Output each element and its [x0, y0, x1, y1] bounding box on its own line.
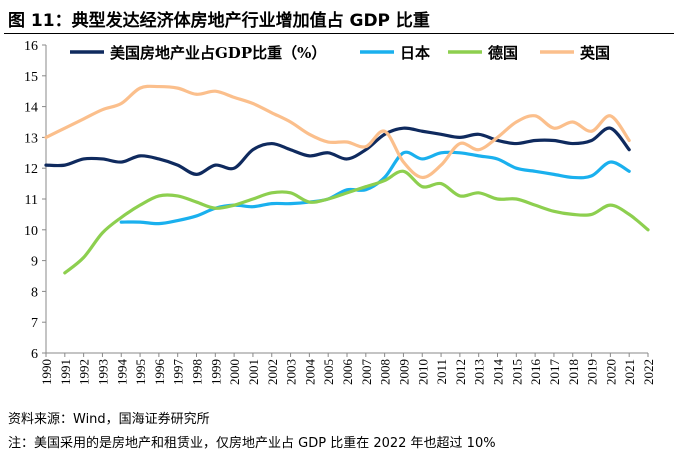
- x-tick-label: 1999: [208, 359, 223, 385]
- x-tick-label: 2015: [509, 359, 524, 385]
- x-tick-label: 1990: [39, 359, 54, 385]
- y-tick-label: 13: [24, 131, 38, 146]
- source-text: 资料来源：Wind，国海证券研究所: [8, 412, 210, 427]
- legend-label: 美国房地产业占GDP比重（%）: [110, 44, 326, 62]
- x-tick-label: 1994: [114, 359, 129, 386]
- x-tick-label: 2010: [415, 359, 430, 385]
- series-line-0: [44, 126, 631, 176]
- x-tick-label: 2020: [603, 359, 618, 385]
- legend-label: 日本: [400, 44, 430, 62]
- legend-label: 德国: [488, 44, 518, 62]
- y-tick-label: 10: [24, 224, 38, 239]
- legend-label: 英国: [580, 44, 610, 62]
- x-tick-label: 2014: [491, 359, 506, 386]
- x-tick-label: 2011: [434, 359, 449, 385]
- x-tick-label: 2019: [585, 359, 600, 385]
- title-divider: [4, 33, 674, 34]
- x-tick-label: 1995: [133, 359, 148, 385]
- series-line-3: [44, 84, 631, 180]
- x-tick-label: 1991: [58, 359, 73, 385]
- y-tick-label: 16: [24, 39, 38, 54]
- x-tick-label: 2009: [396, 359, 411, 385]
- x-tick-label: 2005: [321, 359, 336, 385]
- x-tick-label: 1996: [152, 359, 167, 386]
- x-tick-label: 1997: [171, 359, 186, 386]
- x-tick-label: 1993: [95, 359, 110, 385]
- y-tick-label: 11: [25, 193, 38, 208]
- y-tick-label: 6: [31, 347, 38, 362]
- series-line-1: [119, 150, 631, 226]
- x-tick-label: 2003: [284, 359, 299, 385]
- x-tick-label: 2017: [547, 359, 562, 386]
- chart-title: 图 11：典型发达经济体房地产行业增加值占 GDP 比重: [8, 11, 430, 31]
- x-tick-label: 2000: [227, 359, 242, 385]
- x-tick-label: 2006: [340, 359, 355, 386]
- y-tick-label: 12: [24, 162, 38, 177]
- note-text: 注：美国采用的是房地产和租赁业，仅房地产业占 GDP 比重在 2022 年也超过…: [8, 436, 496, 451]
- x-tick-label: 1992: [77, 359, 92, 385]
- x-tick-label: 2022: [641, 359, 656, 385]
- x-tick-label: 2002: [265, 359, 280, 385]
- x-tick-label: 2008: [378, 359, 393, 385]
- x-tick-label: 1998: [190, 359, 205, 385]
- x-tick-label: 2004: [302, 359, 317, 386]
- x-tick-label: 2001: [246, 359, 261, 385]
- x-tick-label: 2012: [453, 359, 468, 385]
- y-tick-label: 9: [31, 255, 38, 270]
- y-tick-label: 7: [31, 316, 38, 331]
- series-line-2: [63, 169, 650, 275]
- x-tick-label: 2018: [566, 359, 581, 385]
- y-tick-label: 8: [31, 285, 38, 300]
- x-tick-label: 2013: [472, 359, 487, 385]
- x-tick-label: 2007: [359, 359, 374, 386]
- x-tick-label: 2021: [622, 359, 637, 385]
- x-tick-label: 2016: [528, 359, 543, 386]
- y-tick-label: 14: [24, 101, 38, 116]
- y-tick-label: 15: [24, 70, 38, 85]
